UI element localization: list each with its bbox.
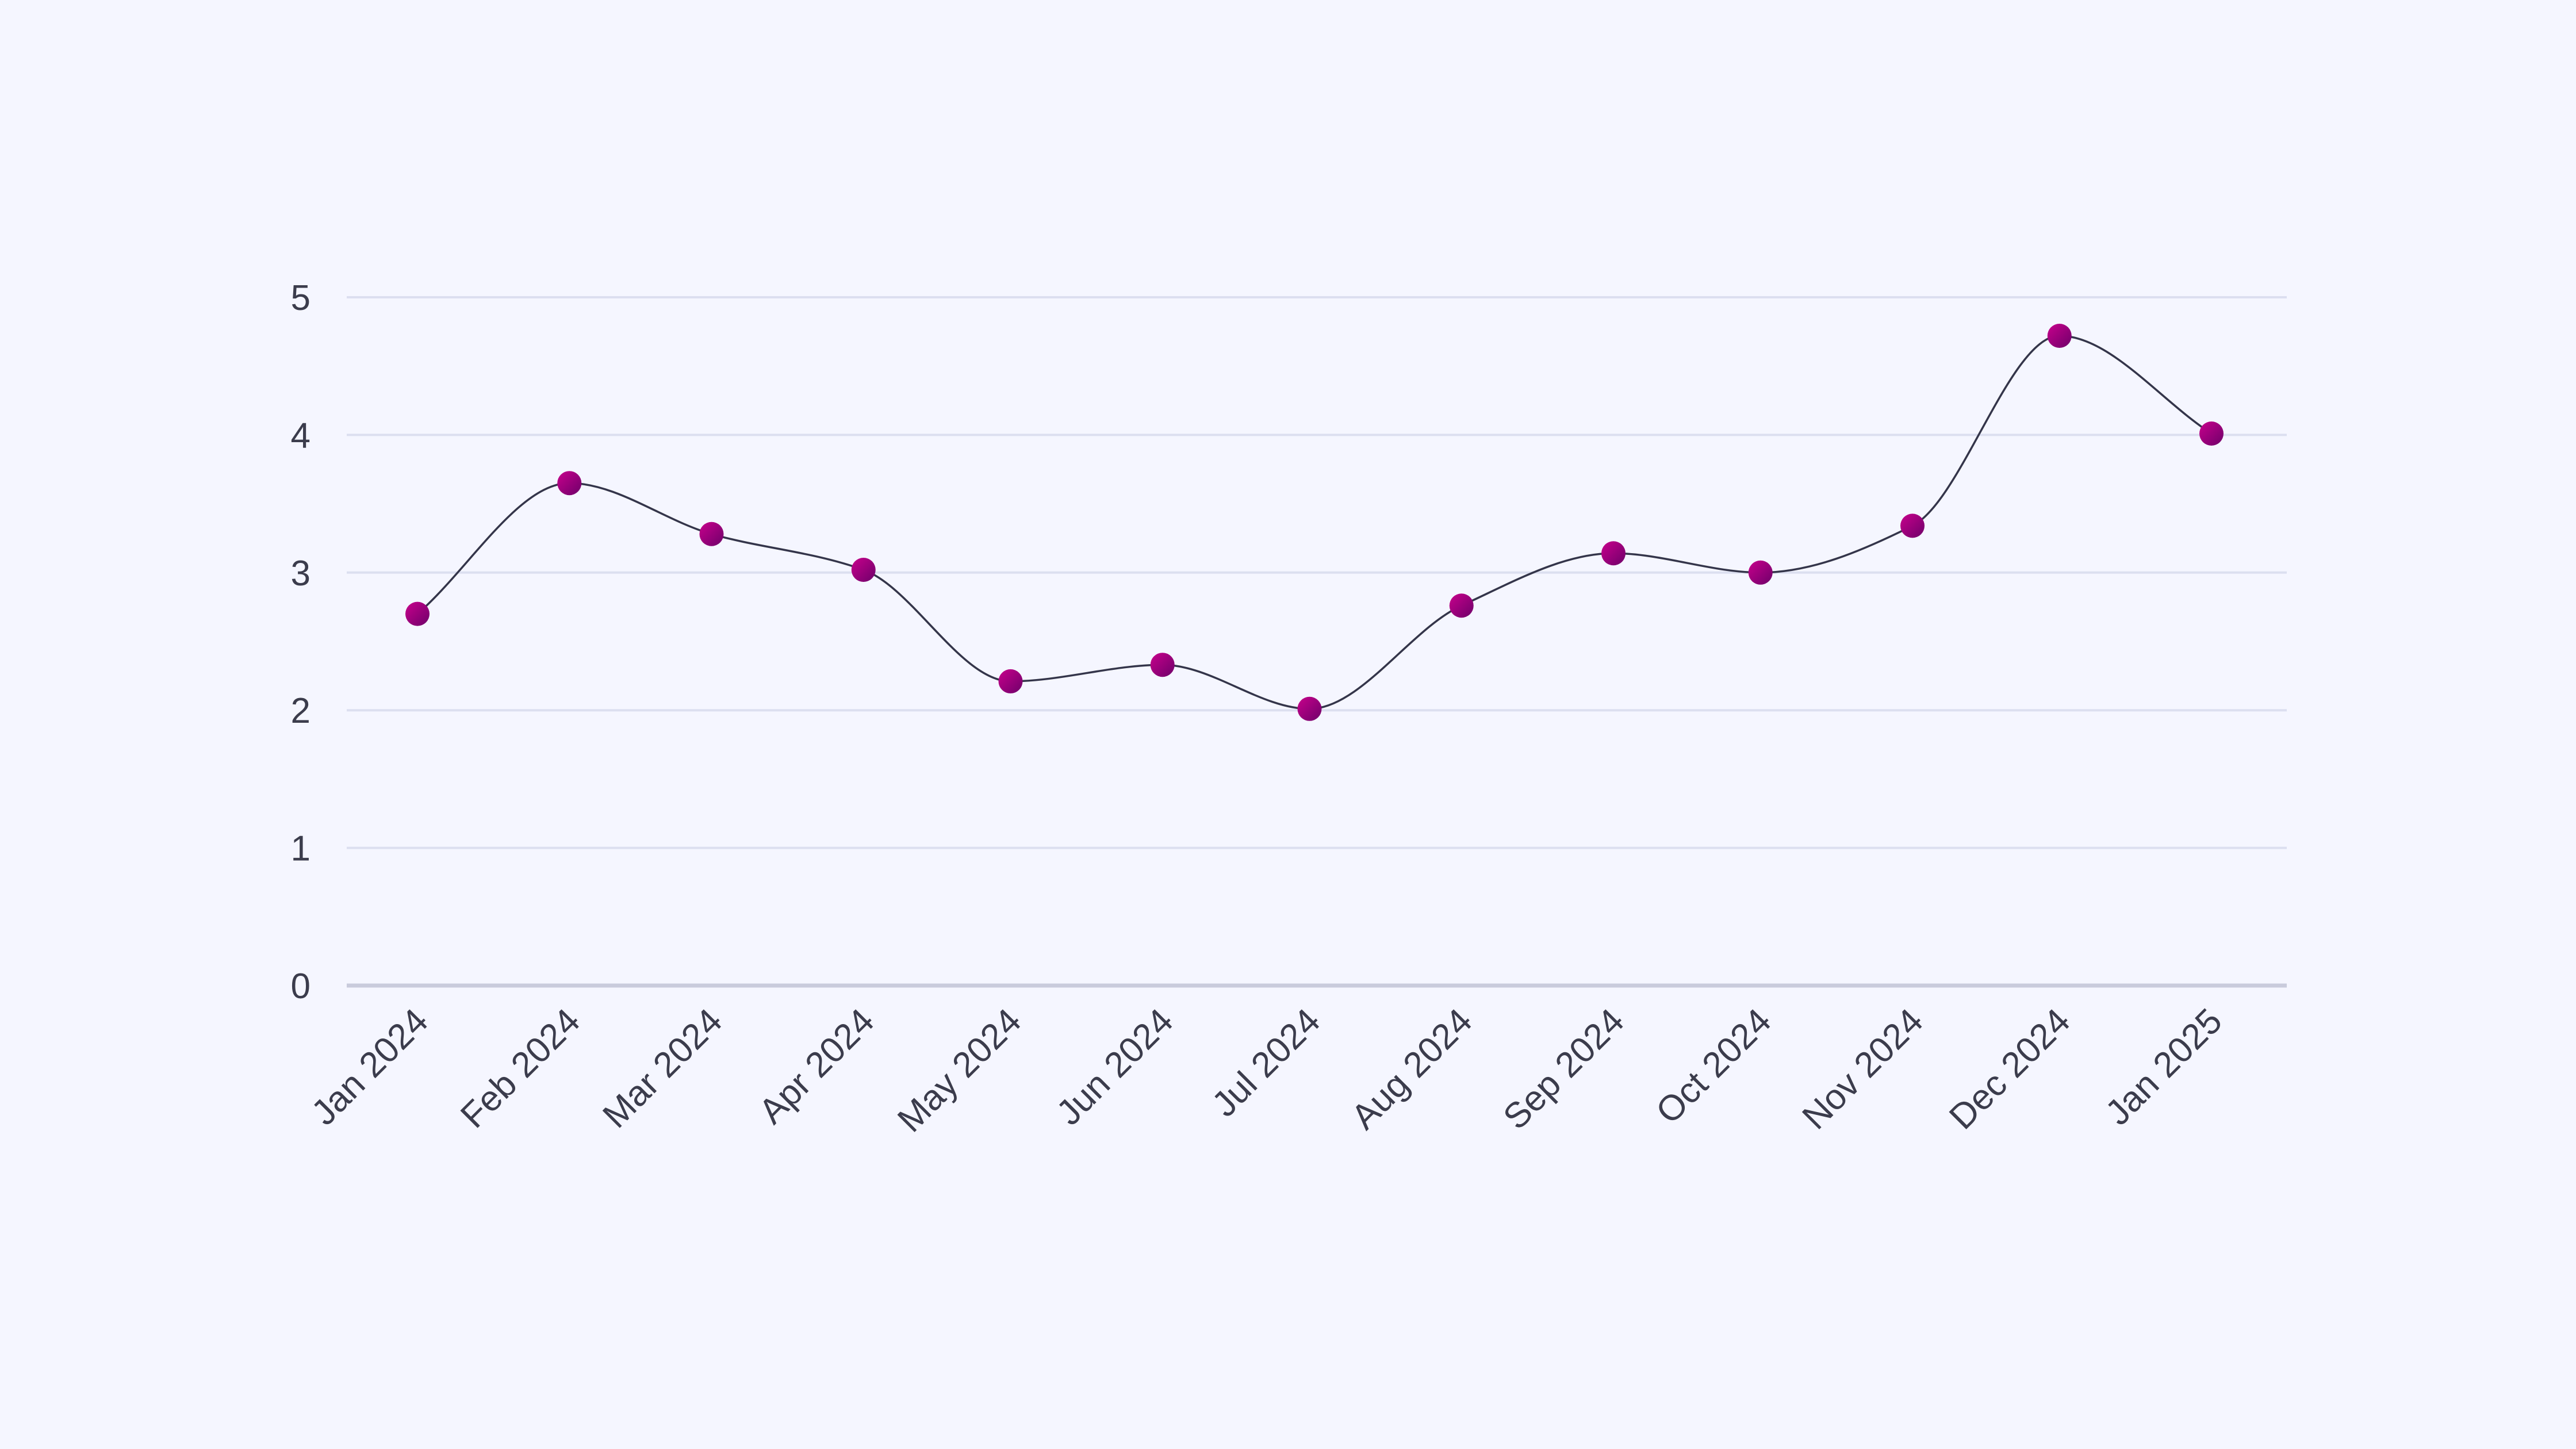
series-line: [416, 335, 2212, 710]
data-point: [1601, 541, 1626, 566]
y-tick-label: 5: [291, 278, 310, 318]
x-tick-label: Jan 2024: [304, 1001, 436, 1133]
x-tick-label: Dec 2024: [1942, 1001, 2077, 1137]
data-point: [699, 522, 724, 546]
x-tick-label: Apr 2024: [752, 1001, 882, 1132]
data-point: [1297, 696, 1322, 721]
data-point: [405, 601, 430, 626]
y-axis: 0 1 2 3 4 5: [291, 278, 310, 1006]
x-tick-label: Jul 2024: [1205, 1001, 1328, 1125]
data-point: [998, 669, 1023, 693]
data-point: [1900, 513, 1925, 538]
x-tick-label: May 2024: [890, 1001, 1029, 1140]
data-points: [405, 324, 2224, 721]
x-axis: Jan 2024 Feb 2024 Mar 2024 Apr 2024 May 2024…: [304, 1001, 2230, 1140]
x-tick-label: Nov 2024: [1795, 1001, 1930, 1137]
grid-lines: [347, 296, 2287, 988]
x-tick-label: Sep 2024: [1496, 1001, 1632, 1137]
data-point: [1748, 560, 1773, 585]
y-tick-label: 4: [291, 416, 310, 455]
y-tick-label: 1: [291, 829, 310, 869]
x-tick-label: Jan 2025: [2098, 1001, 2230, 1133]
x-tick-label: Oct 2024: [1649, 1001, 1779, 1132]
data-point: [1150, 653, 1175, 677]
data-point: [1449, 593, 1474, 618]
y-tick-label: 3: [291, 554, 310, 593]
data-point: [2199, 421, 2224, 446]
data-point: [557, 471, 582, 496]
y-tick-label: 2: [291, 691, 310, 731]
data-point: [2047, 324, 2072, 348]
y-tick-label: 0: [291, 967, 310, 1006]
x-tick-label: Aug 2024: [1344, 1001, 1480, 1137]
x-tick-label: Jun 2024: [1049, 1001, 1180, 1133]
x-tick-label: Feb 2024: [453, 1001, 588, 1136]
data-point: [851, 558, 876, 582]
x-tick-label: Mar 2024: [595, 1001, 730, 1136]
